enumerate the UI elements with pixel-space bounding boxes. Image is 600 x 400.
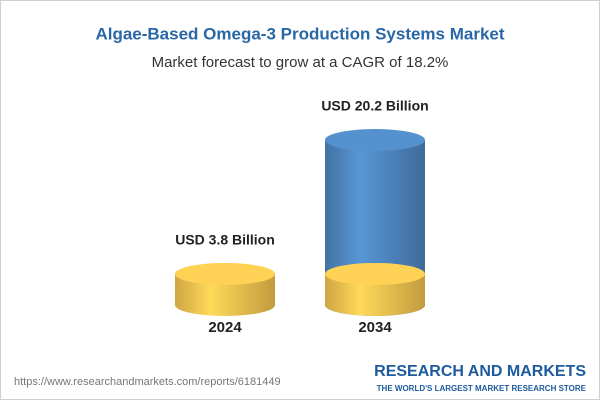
base-band (325, 262, 425, 316)
x-tick-label: 2024 (208, 319, 242, 336)
chart-title: Algae-Based Omega-3 Production Systems M… (95, 24, 504, 43)
bar (175, 262, 275, 316)
value-label: USD 3.8 Billion (175, 232, 275, 248)
value-label: USD 20.2 Billion (321, 98, 428, 114)
chart-subtitle: Market forecast to grow at a CAGR of 18.… (152, 54, 449, 71)
source-url: https://www.researchandmarkets.com/repor… (14, 376, 281, 388)
x-tick-label: 2034 (358, 319, 392, 336)
cylinder-top (325, 129, 425, 151)
base-top (325, 262, 425, 285)
cylinder-top (175, 262, 275, 285)
brand: RESEARCH AND MARKETS (374, 363, 586, 380)
tagline: THE WORLD'S LARGEST MARKET RESEARCH STOR… (377, 384, 587, 393)
